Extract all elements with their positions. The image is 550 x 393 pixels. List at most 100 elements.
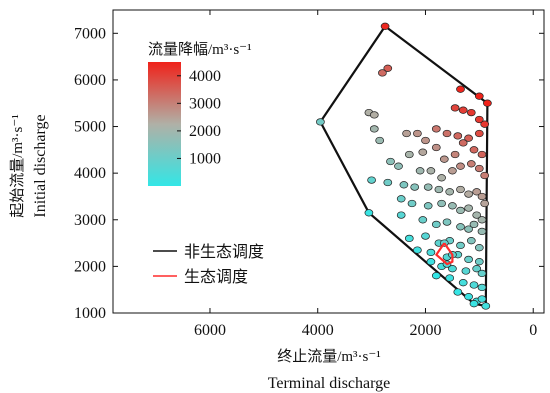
y-tick-label: 1000 [74, 305, 106, 322]
data-point [474, 164, 484, 173]
data-point [453, 132, 463, 140]
y-axis-ticks: 1000 2000 3000 4000 5000 6000 7000 [74, 25, 544, 322]
data-point [445, 188, 455, 196]
data-point [480, 171, 490, 180]
data-point [399, 181, 409, 189]
data-point [445, 274, 455, 282]
colorbar-tick-label: 2000 [189, 123, 221, 140]
data-point [466, 237, 476, 245]
colorbar-tick-label: 1000 [189, 150, 221, 167]
data-point [402, 129, 411, 138]
data-point [458, 279, 468, 287]
y-tick-label: 7000 [74, 25, 106, 42]
data-point [477, 216, 487, 224]
x-tick-label: 6000 [194, 322, 226, 339]
data-point [369, 111, 379, 119]
data-point [431, 272, 441, 280]
data-point [477, 269, 487, 278]
data-point [431, 143, 441, 152]
data-point [458, 139, 468, 147]
data-point [394, 162, 403, 170]
data-point [378, 69, 387, 77]
x-axis-ticks: 6000 4000 2000 0 [194, 10, 537, 339]
data-point [367, 176, 376, 184]
data-point [474, 258, 484, 266]
data-point [418, 216, 428, 224]
data-point [474, 92, 484, 100]
colorbar-tick-label: 3000 [189, 95, 221, 112]
data-point [421, 136, 430, 145]
x-axis-label: 终止流量/m³·s⁻¹ [277, 348, 381, 365]
hull-ecological [435, 242, 454, 266]
y-tick-label: 5000 [74, 119, 106, 136]
data-point [439, 155, 449, 163]
data-point [464, 293, 473, 301]
data-point [426, 258, 436, 266]
data-point [423, 183, 433, 191]
y-axis-label-en: Initial discharge [32, 114, 49, 217]
y-tick-label: 2000 [74, 258, 106, 275]
data-point [472, 188, 482, 196]
data-point [472, 265, 482, 273]
legend-label-non-ecological: 非生态调度 [184, 243, 264, 261]
data-point [469, 220, 479, 229]
data-point [386, 157, 395, 166]
data-point [380, 22, 390, 30]
data-point [450, 104, 460, 112]
data-points [316, 22, 492, 310]
data-point [477, 227, 487, 236]
data-point [448, 265, 457, 273]
data-point [413, 129, 422, 138]
colorbar-ticks: 1000 2000 3000 4000 [177, 68, 221, 167]
data-point [456, 206, 465, 215]
data-point [448, 167, 457, 175]
data-point [407, 199, 417, 208]
legend: 非生态调度 生态调度 [153, 243, 264, 286]
data-point [456, 241, 465, 250]
data-point [464, 134, 473, 142]
data-point [431, 220, 441, 229]
data-point [437, 199, 446, 208]
y-tick-label: 3000 [74, 212, 106, 229]
data-point [474, 244, 484, 252]
data-point [464, 204, 473, 212]
colorbar-title: 流量降幅/m³·s⁻¹ [148, 41, 252, 58]
data-point [477, 295, 487, 303]
data-point [464, 255, 473, 264]
colorbar [148, 62, 181, 186]
data-point [466, 108, 476, 117]
plot-frame [112, 9, 545, 314]
data-point [431, 125, 441, 133]
data-point [472, 211, 482, 219]
data-point [383, 178, 393, 187]
data-point [413, 246, 422, 254]
data-point [426, 248, 436, 257]
y-tick-label: 6000 [74, 72, 106, 89]
data-point [466, 160, 476, 168]
data-point [396, 195, 406, 203]
colorbar-tick-label: 4000 [189, 68, 221, 85]
data-point [477, 150, 487, 159]
data-point [404, 234, 414, 243]
data-point [456, 185, 465, 194]
data-point [404, 150, 414, 159]
x-axis-label-en: Terminal discharge [268, 375, 391, 392]
data-point [383, 64, 393, 72]
data-point [442, 218, 452, 226]
y-tick-label: 4000 [74, 165, 106, 182]
data-point [453, 288, 463, 296]
data-point [423, 202, 433, 210]
data-point [469, 281, 479, 289]
y-axis-label: 起始流量/m³·s⁻¹ [9, 114, 26, 218]
x-tick-label: 2000 [409, 322, 441, 339]
data-point [456, 223, 465, 231]
data-point [434, 185, 444, 194]
data-point [469, 300, 479, 308]
x-tick-label: 0 [529, 322, 537, 339]
data-point [442, 129, 452, 138]
data-point [426, 167, 436, 175]
data-point [437, 174, 446, 182]
data-point [410, 183, 420, 191]
data-point [480, 120, 490, 128]
